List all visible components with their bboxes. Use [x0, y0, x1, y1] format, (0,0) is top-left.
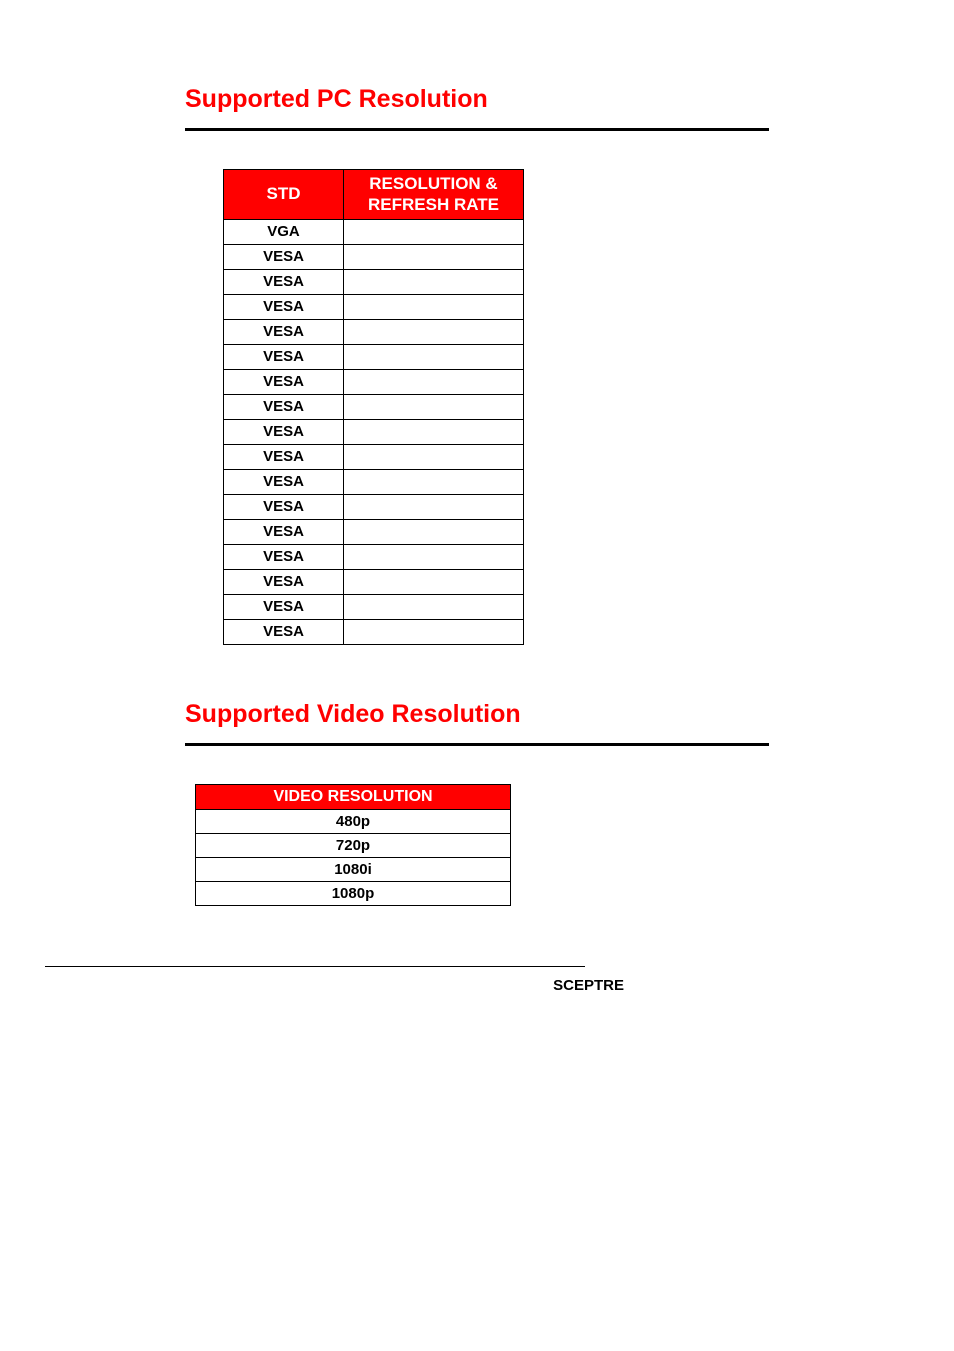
- pc-res-cell: [344, 319, 524, 344]
- section2-divider: [185, 743, 769, 746]
- footer-brand: SCEPTRE: [185, 977, 769, 994]
- pc-std-cell: VESA: [224, 269, 344, 294]
- pc-std-cell: VESA: [224, 469, 344, 494]
- table-row: 720p: [196, 833, 511, 857]
- video-table-header: VIDEO RESOLUTION: [196, 784, 511, 809]
- pc-res-cell: [344, 294, 524, 319]
- video-resolution-table: VIDEO RESOLUTION 480p720p1080i1080p: [195, 784, 511, 906]
- pc-std-cell: VESA: [224, 294, 344, 319]
- table-row: 1080i: [196, 857, 511, 881]
- table-row: 480p: [196, 809, 511, 833]
- pc-std-cell: VESA: [224, 319, 344, 344]
- pc-std-cell: VESA: [224, 394, 344, 419]
- table-row: VESA: [224, 544, 524, 569]
- table-row: VGA: [224, 219, 524, 244]
- table-row: VESA: [224, 244, 524, 269]
- pc-res-cell: [344, 444, 524, 469]
- table-row: VESA: [224, 594, 524, 619]
- table-row: VESA: [224, 344, 524, 369]
- pc-res-cell: [344, 219, 524, 244]
- pc-std-cell: VESA: [224, 419, 344, 444]
- pc-resolution-table: STD RESOLUTION & REFRESH RATE VGAVESAVES…: [223, 169, 524, 645]
- table-row: VESA: [224, 569, 524, 594]
- table-row: VESA: [224, 419, 524, 444]
- pc-std-cell: VGA: [224, 219, 344, 244]
- table-row: VESA: [224, 444, 524, 469]
- pc-res-cell: [344, 419, 524, 444]
- pc-std-cell: VESA: [224, 344, 344, 369]
- table-row: VESA: [224, 469, 524, 494]
- video-res-cell: 720p: [196, 833, 511, 857]
- video-resolution-heading: Supported Video Resolution: [185, 700, 769, 729]
- pc-table-header-std: STD: [224, 170, 344, 220]
- pc-table-header-res-line1: RESOLUTION &: [369, 174, 497, 193]
- table-row: VESA: [224, 294, 524, 319]
- pc-std-cell: VESA: [224, 519, 344, 544]
- pc-res-cell: [344, 269, 524, 294]
- pc-std-cell: VESA: [224, 444, 344, 469]
- pc-std-cell: VESA: [224, 569, 344, 594]
- pc-std-cell: VESA: [224, 594, 344, 619]
- pc-table-header-res-line2: REFRESH RATE: [368, 195, 499, 214]
- pc-std-cell: VESA: [224, 619, 344, 644]
- pc-res-cell: [344, 244, 524, 269]
- footer-divider: [45, 966, 585, 967]
- video-res-cell: 1080i: [196, 857, 511, 881]
- pc-res-cell: [344, 544, 524, 569]
- pc-std-cell: VESA: [224, 544, 344, 569]
- video-res-cell: 480p: [196, 809, 511, 833]
- pc-res-cell: [344, 369, 524, 394]
- table-row: VESA: [224, 319, 524, 344]
- video-res-cell: 1080p: [196, 881, 511, 905]
- table-row: VESA: [224, 394, 524, 419]
- pc-res-cell: [344, 619, 524, 644]
- table-row: VESA: [224, 269, 524, 294]
- pc-res-cell: [344, 394, 524, 419]
- pc-resolution-heading: Supported PC Resolution: [185, 85, 769, 114]
- table-row: VESA: [224, 494, 524, 519]
- pc-res-cell: [344, 494, 524, 519]
- pc-std-cell: VESA: [224, 494, 344, 519]
- pc-std-cell: VESA: [224, 369, 344, 394]
- pc-res-cell: [344, 569, 524, 594]
- table-row: VESA: [224, 519, 524, 544]
- pc-res-cell: [344, 594, 524, 619]
- pc-table-header-res: RESOLUTION & REFRESH RATE: [344, 170, 524, 220]
- pc-res-cell: [344, 344, 524, 369]
- table-row: VESA: [224, 619, 524, 644]
- section1-divider: [185, 128, 769, 131]
- pc-std-cell: VESA: [224, 244, 344, 269]
- table-row: VESA: [224, 369, 524, 394]
- pc-res-cell: [344, 519, 524, 544]
- pc-res-cell: [344, 469, 524, 494]
- table-row: 1080p: [196, 881, 511, 905]
